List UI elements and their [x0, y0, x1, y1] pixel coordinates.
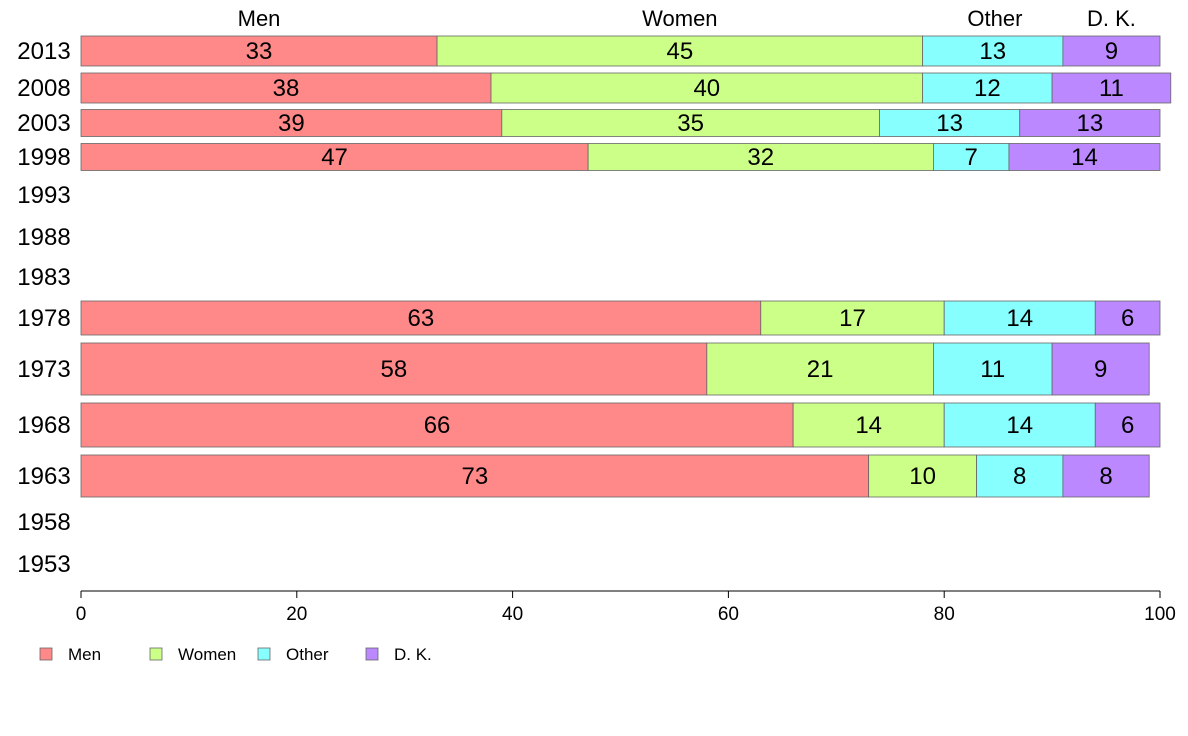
- year-label-2008: 2008: [17, 75, 70, 102]
- legend-label-other: Other: [286, 645, 329, 664]
- bar-value-2003-women: 35: [677, 110, 704, 137]
- bar-1978-men: [80, 300, 762, 336]
- x-tick-label-20: 20: [286, 604, 307, 625]
- x-tick-label-0: 0: [76, 604, 87, 625]
- bar-1968-dk: [1094, 402, 1161, 448]
- bar-value-1963-dk: 8: [1099, 463, 1112, 490]
- bar-2008-women: [490, 72, 924, 104]
- bar-1973-men: [80, 342, 708, 396]
- bar-value-1978-dk: 6: [1121, 305, 1134, 332]
- bar-1968-other: [943, 402, 1096, 448]
- bar-value-1963-men: 73: [461, 463, 488, 490]
- bar-1968-men: [80, 402, 794, 448]
- top-series-label-1: Women: [642, 6, 717, 31]
- bar-1998-dk: [1008, 143, 1161, 171]
- bar-value-1963-other: 8: [1013, 463, 1026, 490]
- bar-value-1968-dk: 6: [1121, 412, 1134, 439]
- top-series-label-2: Other: [967, 6, 1022, 31]
- bar-value-2013-women: 45: [666, 38, 693, 65]
- bar-value-1968-women: 14: [855, 412, 882, 439]
- bar-value-2003-other: 13: [936, 110, 963, 137]
- year-label-2003: 2003: [17, 110, 70, 137]
- bar-value-1998-men: 47: [321, 144, 348, 171]
- year-label-1963: 1963: [17, 463, 70, 490]
- x-tick-label-40: 40: [502, 604, 523, 625]
- bar-2013-women: [436, 35, 924, 67]
- bar-2013-dk: [1062, 35, 1161, 67]
- bar-2008-other: [922, 72, 1053, 104]
- bar-value-1998-dk: 14: [1071, 144, 1098, 171]
- bar-value-2013-dk: 9: [1105, 38, 1118, 65]
- bar-value-1978-other: 14: [1006, 305, 1033, 332]
- bar-value-1978-men: 63: [408, 305, 435, 332]
- bar-value-1978-women: 17: [839, 305, 866, 332]
- bar-value-1998-women: 32: [747, 144, 774, 171]
- year-label-1978: 1978: [17, 305, 70, 332]
- bar-2008-men: [80, 72, 492, 104]
- bar-1963-other: [976, 454, 1064, 498]
- bar-1998-women: [587, 143, 934, 171]
- year-label-1983: 1983: [17, 264, 70, 291]
- legend-swatch-men: [39, 647, 53, 661]
- bar-1973-dk: [1051, 342, 1150, 396]
- bar-1998-men: [80, 143, 589, 171]
- year-label-1968: 1968: [17, 412, 70, 439]
- bar-2013-other: [922, 35, 1064, 67]
- bar-1978-dk: [1094, 300, 1161, 336]
- bar-value-2013-other: 13: [979, 38, 1006, 65]
- legend-swatch-other: [257, 647, 271, 661]
- bar-1973-other: [933, 342, 1053, 396]
- bar-value-1998-other: 7: [964, 144, 977, 171]
- legend-swatch-dk: [365, 647, 379, 661]
- legend-label-dk: D. K.: [394, 645, 432, 664]
- year-label-1998: 1998: [17, 144, 70, 171]
- bar-2008-dk: [1051, 72, 1172, 104]
- x-tick-label-80: 80: [934, 604, 955, 625]
- bar-value-2003-men: 39: [278, 110, 305, 137]
- bar-1963-men: [80, 454, 870, 498]
- legend-swatch-women: [149, 647, 163, 661]
- bar-1963-dk: [1062, 454, 1150, 498]
- top-series-label-0: Men: [238, 6, 281, 31]
- bar-value-2008-women: 40: [693, 75, 720, 102]
- year-label-1973: 1973: [17, 356, 70, 383]
- bar-value-1973-dk: 9: [1094, 356, 1107, 383]
- x-tick-label-60: 60: [718, 604, 739, 625]
- legend-label-men: Men: [68, 645, 101, 664]
- bar-value-1968-men: 66: [424, 412, 451, 439]
- bar-2013-men: [80, 35, 438, 67]
- year-label-1958: 1958: [17, 509, 70, 536]
- bar-1978-women: [760, 300, 945, 336]
- year-label-1993: 1993: [17, 182, 70, 209]
- year-label-1988: 1988: [17, 224, 70, 251]
- bar-value-1963-women: 10: [909, 463, 936, 490]
- bar-2003-men: [80, 109, 503, 137]
- bar-value-2008-men: 38: [273, 75, 300, 102]
- bar-1973-women: [706, 342, 934, 396]
- x-tick-label-100: 100: [1144, 604, 1176, 625]
- bar-value-2013-men: 33: [246, 38, 273, 65]
- year-label-1953: 1953: [17, 551, 70, 578]
- top-series-label-3: D. K.: [1087, 6, 1136, 31]
- bar-1978-other: [943, 300, 1096, 336]
- bar-value-1968-other: 14: [1006, 412, 1033, 439]
- bar-value-1973-other: 11: [980, 356, 1005, 383]
- bar-value-2008-dk: 11: [1099, 75, 1124, 102]
- bar-value-2008-other: 12: [974, 75, 1001, 102]
- year-label-2013: 2013: [17, 38, 70, 65]
- bar-value-1973-men: 58: [381, 356, 408, 383]
- bar-value-2003-dk: 13: [1077, 110, 1104, 137]
- bar-2003-dk: [1019, 109, 1161, 137]
- bar-value-1973-women: 21: [807, 356, 834, 383]
- bar-2003-women: [501, 109, 880, 137]
- legend-label-women: Women: [178, 645, 236, 664]
